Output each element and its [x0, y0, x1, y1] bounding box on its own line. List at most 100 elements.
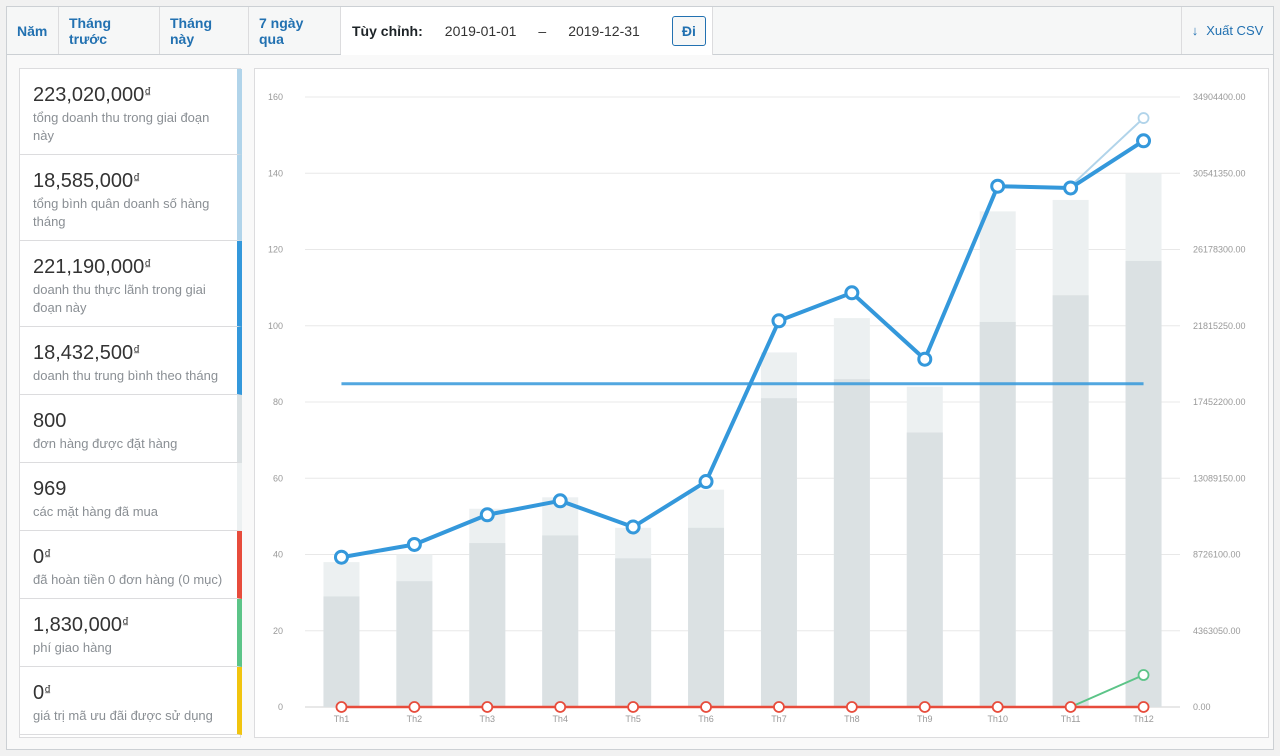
currency-symbol: ₫ — [144, 84, 152, 100]
data-point — [1064, 701, 1077, 713]
currency-symbol: ₫ — [144, 256, 152, 272]
date-to-input[interactable]: 2019-12-31 — [568, 23, 640, 39]
y-tick-label-left: 160 — [268, 92, 283, 102]
data-point — [625, 519, 641, 535]
legend-item[interactable]: 18,585,000₫ tổng bình quân doanh số hàng t… — [20, 155, 242, 241]
legend-amount-value: 18,585,000 — [33, 170, 134, 192]
go-button[interactable]: Đi — [671, 16, 706, 46]
x-tick-label: Th10 — [987, 714, 1008, 724]
data-point — [333, 549, 349, 565]
y-tick-label-right: 26178300.00 — [1193, 245, 1246, 255]
export-csv-button[interactable]: ↓ Xuất CSV — [1181, 7, 1273, 54]
bar — [323, 596, 360, 707]
data-point — [1137, 701, 1150, 713]
y-tick-label-right: 0.00 — [1193, 702, 1211, 712]
bar — [615, 558, 652, 707]
x-tick-label: Th1 — [334, 714, 350, 724]
bar — [1125, 260, 1162, 707]
legend-amount-value: 1,830,000 — [33, 614, 122, 636]
bar — [833, 379, 870, 707]
legend-amount: 1,830,000₫ — [33, 613, 225, 637]
legend-amount-value: 18,432,500 — [33, 342, 134, 364]
legend-item[interactable]: 221,190,000₫ doanh thu thực lãnh trong gi… — [20, 241, 242, 327]
legend-item[interactable]: 1,830,000₫ phí giao hàng — [20, 599, 242, 667]
y-tick-label-left: 120 — [268, 245, 283, 255]
legend-description-line: đơn hàng được đặt hàng — [33, 436, 178, 451]
data-point — [1136, 133, 1152, 149]
date-from-input[interactable]: 2019-01-01 — [444, 23, 517, 39]
legend-item[interactable]: 0₫ giá trị mã ưu đãi được sử dụng — [20, 667, 242, 735]
x-tick-label: Th7 — [771, 714, 787, 724]
data-point — [918, 701, 931, 713]
legend-description-line: đã hoàn tiền 0 đơn hàng (0 mục) — [33, 572, 223, 587]
bar — [688, 527, 725, 707]
bar — [760, 398, 797, 707]
legend-description-line: giá trị mã ưu đãi được sử dụng — [33, 708, 213, 723]
legend-amount: 800 — [33, 409, 225, 433]
x-tick-label: Th5 — [625, 714, 641, 724]
currency-symbol: ₫ — [44, 682, 52, 698]
y-tick-label-right: 30541350.00 — [1193, 168, 1246, 178]
legend-description-line: các mặt hàng đã mua — [33, 504, 159, 519]
legend-description: giá trị mã ưu đãi được sử dụng — [33, 707, 225, 725]
x-tick-label: Th4 — [552, 714, 568, 724]
data-point — [481, 701, 494, 713]
legend-description-line: phí giao hàng — [33, 640, 112, 655]
legend-description: doanh thu trung bình theo tháng — [33, 367, 225, 385]
legend-item[interactable]: 969 các mặt hàng đã mua — [20, 463, 242, 531]
data-point — [554, 701, 567, 713]
legend-description-line: doanh thu thực lãnh trong giai — [33, 282, 206, 297]
legend-amount: 0₫ — [33, 681, 225, 705]
legend-description: đã hoàn tiền 0 đơn hàng (0 mục) — [33, 571, 225, 589]
bar — [906, 432, 943, 707]
legend-amount: 18,432,500₫ — [33, 341, 225, 365]
bar — [542, 535, 579, 707]
legend-item[interactable]: 18,432,500₫ doanh thu trung bình theo thá… — [20, 327, 242, 395]
tab-year[interactable]: Năm — [7, 7, 59, 54]
currency-symbol: ₫ — [44, 546, 52, 562]
sales-chart: 0 0.00 20 4363050.00 40 8726100.00 60 13089150.… — [254, 68, 1269, 738]
bar — [396, 581, 433, 707]
data-point — [991, 701, 1004, 713]
currency-symbol: ₫ — [133, 170, 141, 186]
legend-item[interactable]: 223,020,000₫ tổng doanh thu trong giai đo… — [20, 69, 242, 155]
x-tick-label: Th6 — [698, 714, 714, 724]
data-point — [335, 701, 348, 713]
data-point — [700, 701, 712, 713]
custom-range-label: Tùy chỉnh: — [352, 23, 423, 39]
legend-item[interactable]: 0₫ đã hoàn tiền 0 đơn hàng (0 mục) — [20, 531, 242, 599]
data-point — [1137, 669, 1150, 681]
legend-description: tổng bình quân doanh số hàng tháng — [33, 195, 225, 231]
legend-amount-value: 223,020,000 — [33, 84, 145, 106]
y-tick-label-right: 34904400.00 — [1193, 92, 1246, 102]
legend-description-line: tháng — [33, 214, 66, 229]
legend-amount-value: 0 — [33, 546, 45, 568]
data-point — [845, 701, 858, 713]
tab-this-month[interactable]: Tháng này — [160, 7, 249, 54]
legend-description: doanh thu thực lãnh trong giai đoạn này — [33, 281, 225, 317]
y-tick-label-right: 17452200.00 — [1193, 397, 1246, 407]
tab-last-month[interactable]: Tháng trước — [59, 7, 160, 54]
y-tick-label-left: 0 — [278, 702, 283, 712]
data-point — [773, 701, 785, 713]
sales-chart-svg: 0 0.00 20 4363050.00 40 8726100.00 60 13089150.… — [268, 92, 1246, 724]
y-tick-label-left: 20 — [273, 626, 283, 636]
custom-range: Tùy chỉnh: 2019-01-01 – 2019-12-31 Đi — [341, 7, 713, 55]
x-tick-label: Th11 — [1061, 714, 1081, 724]
tab-last-7-days[interactable]: 7 ngày qua — [249, 7, 341, 54]
legend-amount: 0₫ — [33, 545, 225, 569]
arrow-down-icon: ↓ — [1191, 23, 1199, 38]
x-tick-label: Th3 — [480, 714, 496, 724]
legend-amount-value: 969 — [33, 478, 67, 500]
x-tick-label: Th12 — [1133, 714, 1154, 724]
y-tick-label-left: 100 — [268, 321, 283, 331]
chart-legend: 223,020,000₫ tổng doanh thu trong giai đo… — [19, 68, 242, 738]
date-separator: – — [538, 23, 547, 39]
y-tick-label-right: 4363050.00 — [1193, 626, 1241, 636]
legend-amount-value: 221,190,000 — [33, 256, 145, 278]
report-frame: Năm Tháng trước Tháng này 7 ngày qua Tùy… — [6, 6, 1274, 750]
data-point — [627, 701, 640, 713]
legend-item[interactable]: 800 đơn hàng được đặt hàng — [20, 395, 242, 463]
legend-amount-value: 0 — [33, 682, 45, 704]
data-point — [1063, 180, 1079, 196]
